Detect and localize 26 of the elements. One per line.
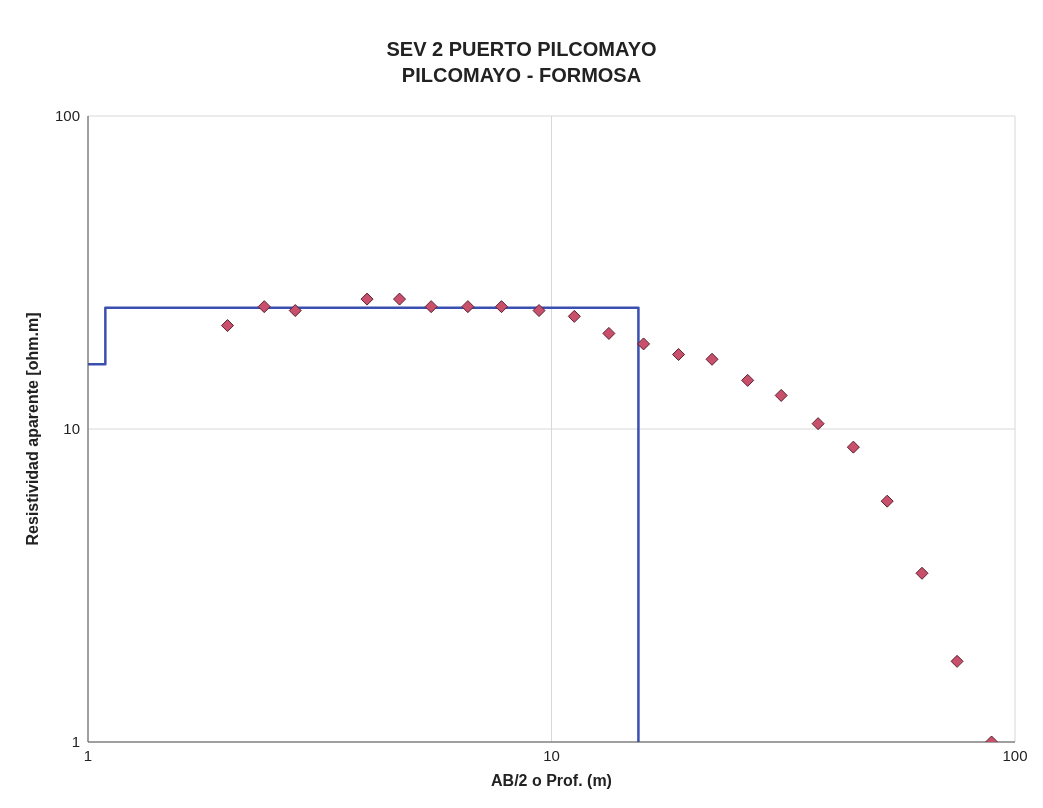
y-axis-title: Resistividad aparente [ohm.m] (23, 312, 41, 546)
point (741, 373, 755, 387)
point (672, 347, 686, 361)
point (532, 304, 546, 318)
point (602, 326, 616, 340)
point (811, 417, 825, 431)
point (846, 440, 860, 454)
point (774, 388, 788, 402)
point (494, 300, 508, 314)
y-tick-label: 1 (71, 733, 80, 751)
point (424, 300, 438, 314)
point (461, 300, 475, 314)
point (915, 566, 929, 580)
x-tick-label: 10 (543, 746, 560, 764)
chart-title: SEV 2 PUERTO PILCOMAYO (385, 37, 658, 62)
x-tick-label: 100 (1002, 746, 1028, 764)
point (637, 337, 651, 351)
y-tick-label: 10 (63, 420, 80, 438)
y-tick-label: 100 (54, 107, 80, 125)
point (567, 309, 581, 323)
x-tick-label: 1 (83, 746, 93, 764)
point (705, 352, 719, 366)
point (880, 494, 894, 508)
point (950, 654, 964, 668)
x-axis-title: AB/2 o Prof. (m) (491, 772, 612, 789)
chart-subtitle: PILCOMAYO - FORMOSA (400, 63, 643, 88)
